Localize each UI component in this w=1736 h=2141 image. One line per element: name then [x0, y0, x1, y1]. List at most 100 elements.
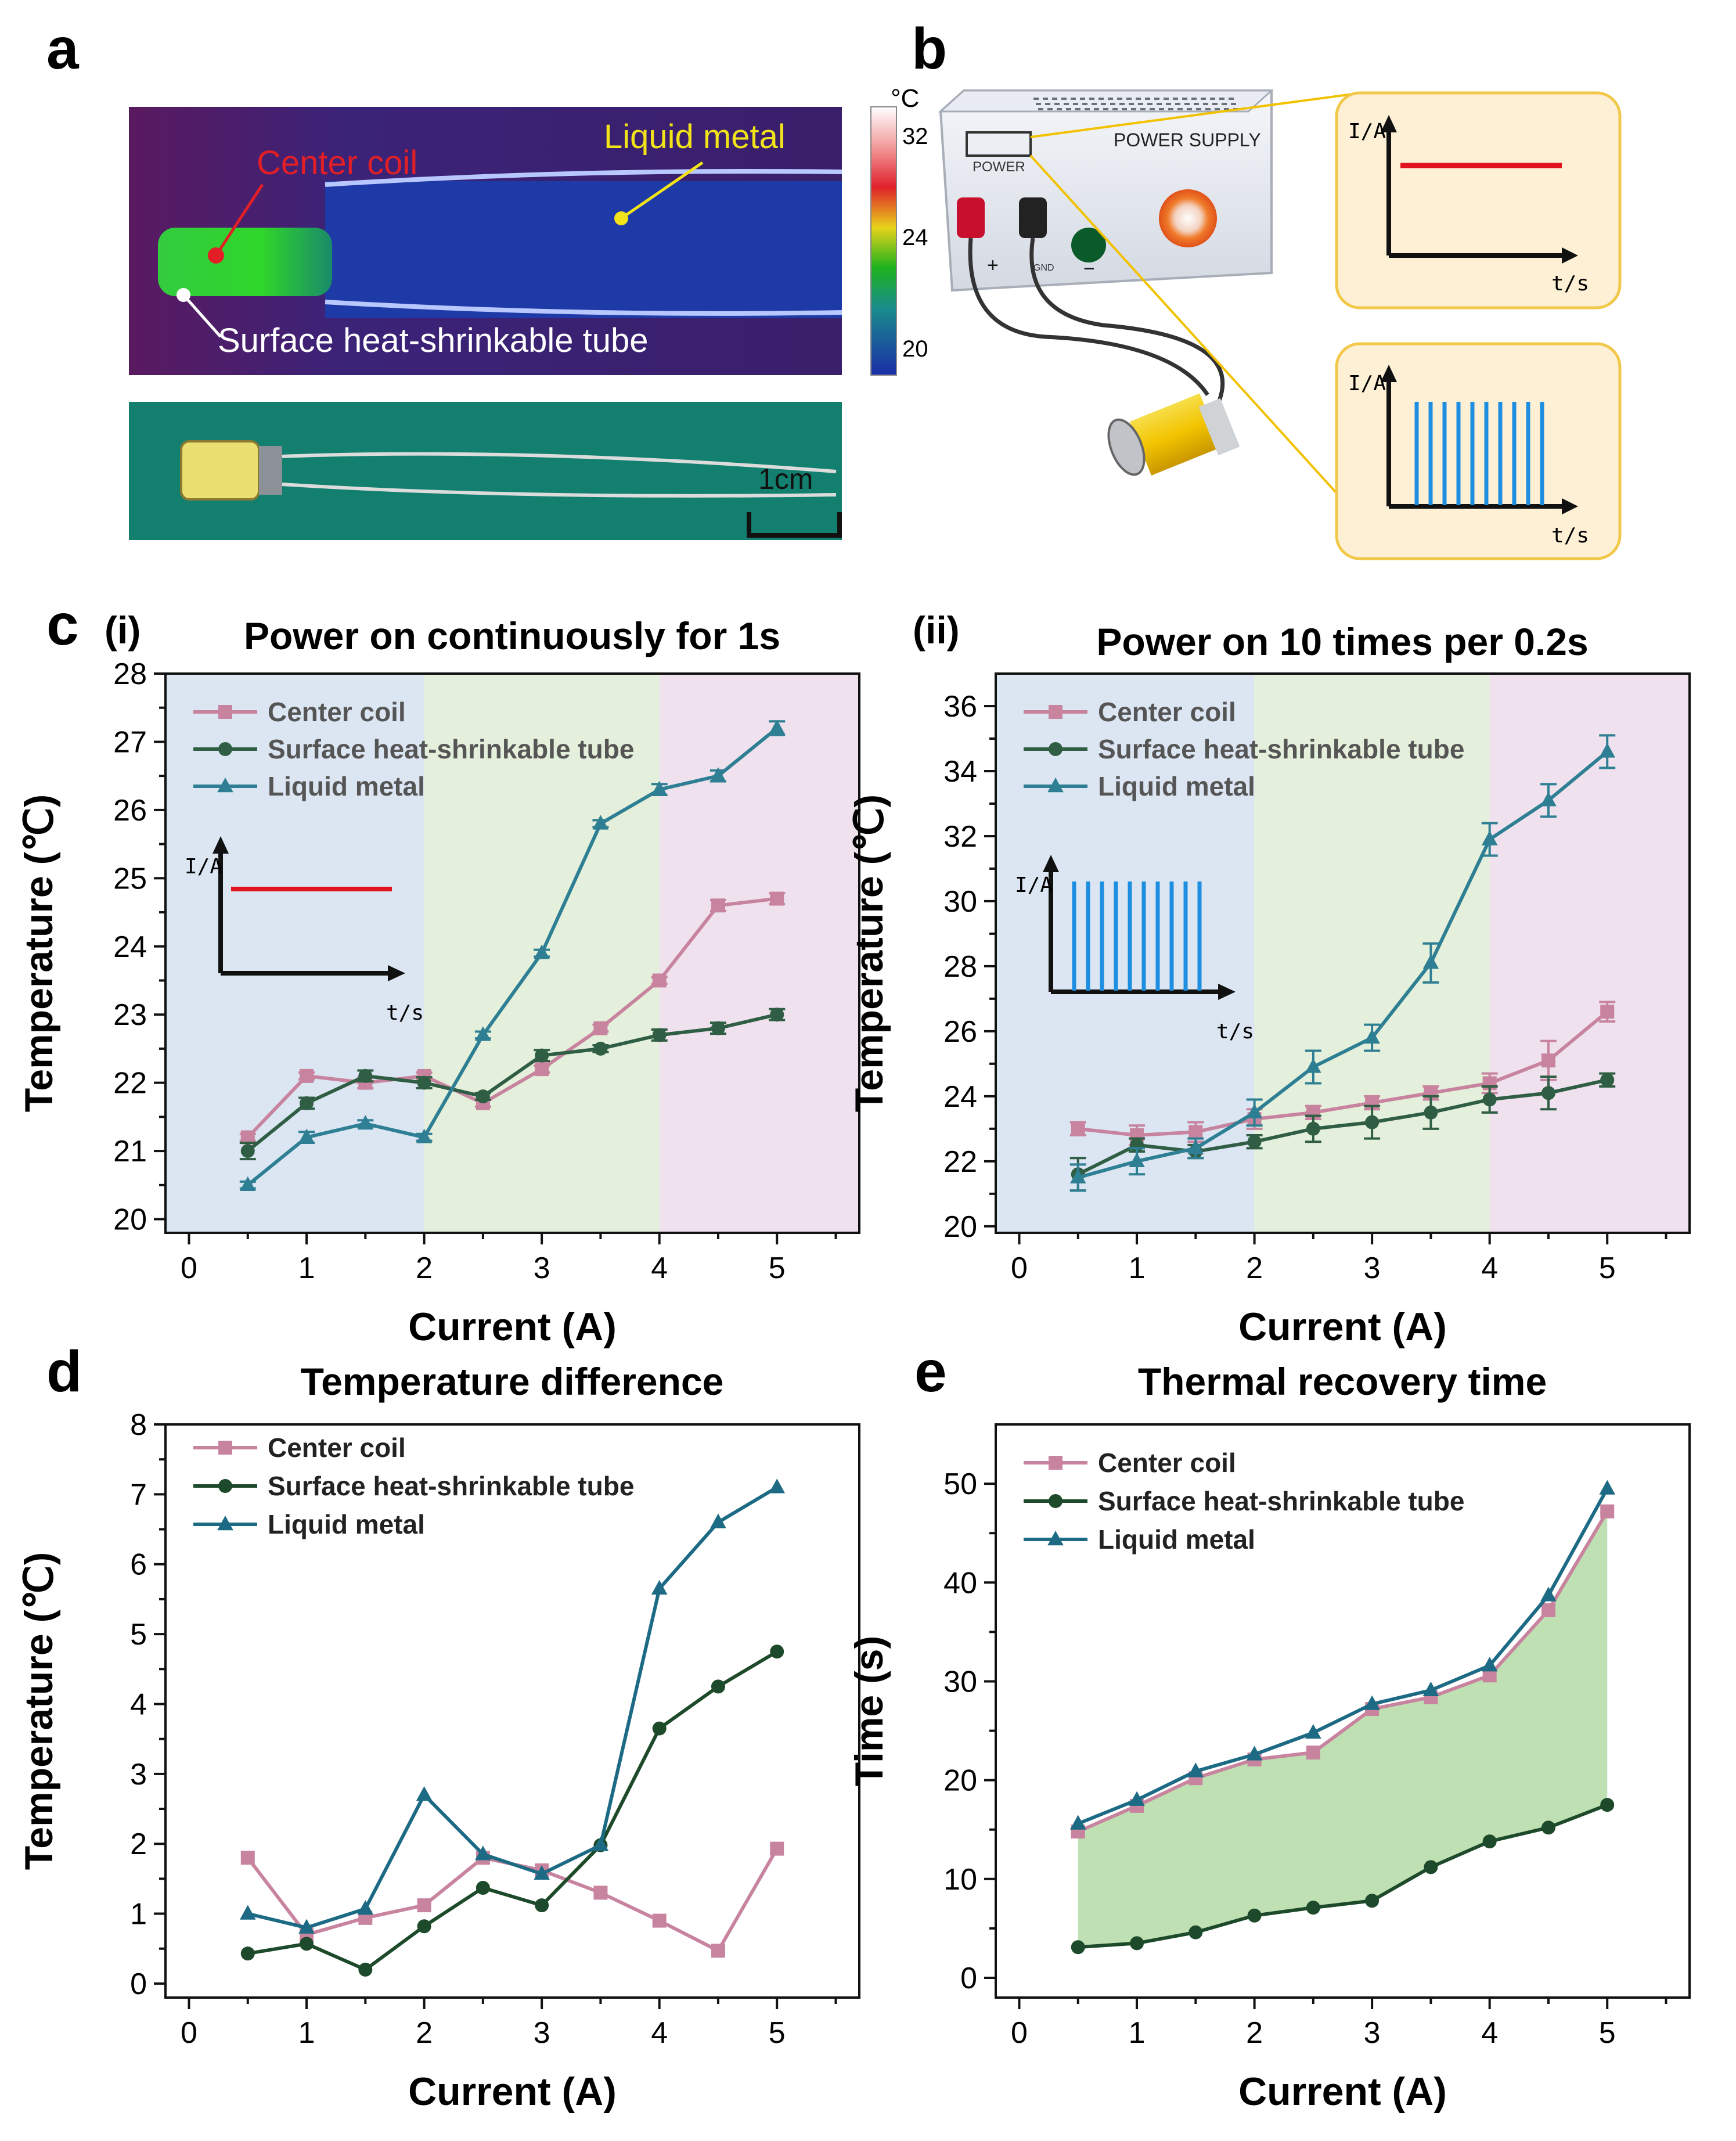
plot-frame [995, 1423, 1691, 1999]
coil-end-cap [259, 446, 282, 495]
plot-frame [164, 672, 860, 1234]
data-point [240, 1144, 255, 1158]
vent-slot [1145, 98, 1150, 100]
vent-slot [1089, 98, 1094, 100]
y-tick-label: 22 [943, 1145, 977, 1179]
inset-y-arrow [213, 836, 229, 854]
legend-label: Center coil [268, 1433, 406, 1463]
data-point [535, 1048, 549, 1063]
vent-slot [1080, 98, 1085, 100]
data-point [1365, 1894, 1380, 1908]
legend-label: Center coil [1098, 697, 1236, 727]
data-point [1129, 1791, 1145, 1806]
data-point [1306, 1121, 1320, 1136]
vent-slot [1164, 98, 1169, 100]
x-tick-label: 2 [1246, 1251, 1263, 1285]
data-point [1247, 1908, 1262, 1923]
data-point [358, 1068, 373, 1083]
x-tick-label: 5 [769, 1251, 786, 1285]
data-point [1049, 1456, 1063, 1470]
data-point [1246, 1103, 1263, 1119]
data-point [300, 1937, 314, 1951]
vent-slot [1150, 108, 1155, 110]
callout-line-1 [1030, 92, 1362, 138]
y-tick-label: 30 [943, 1665, 977, 1699]
vent-slot [1140, 108, 1146, 110]
x-tick-label: 3 [534, 1251, 550, 1285]
data-point [593, 1021, 608, 1035]
data-point [1305, 1723, 1321, 1739]
shaded-band [659, 674, 859, 1233]
chart-tag: e [914, 1339, 947, 1404]
vent-slot [1064, 103, 1069, 105]
x-tick-label: 4 [1481, 1251, 1498, 1285]
vent-slot [1110, 103, 1115, 105]
data-point [218, 742, 232, 756]
data-point [710, 1513, 726, 1528]
series-line [1078, 1803, 1608, 1949]
chart-tag: (ii) [913, 609, 960, 652]
data-point [240, 1851, 255, 1865]
legend: Center coil Surface heat-shrinkable tube L… [1024, 1448, 1464, 1555]
y-tick-label: 24 [943, 1080, 977, 1114]
data-point [1424, 1860, 1438, 1874]
data-point [1047, 1531, 1064, 1546]
inset-y-arrow [1043, 855, 1059, 872]
y-tick-label: 40 [943, 1566, 977, 1600]
x-tick-label: 0 [1011, 1251, 1028, 1285]
shaded-band [1489, 674, 1690, 1233]
callout-line-2 [1029, 154, 1354, 512]
data-point [1481, 1657, 1498, 1672]
vent-slot [1052, 98, 1057, 100]
data-point [1600, 1504, 1615, 1519]
vent-slot [1071, 98, 1076, 100]
data-point [476, 1881, 490, 1895]
x-tick-label: 5 [1599, 2016, 1616, 2050]
yellow-coil [180, 440, 260, 501]
y-tick-label: 28 [113, 657, 147, 691]
x-axis-label: Current (A) [1238, 1305, 1447, 1349]
y-axis-label: Temperature (℃) [17, 794, 61, 1112]
vent-slot [1094, 108, 1099, 110]
colorbar-tick-high: 32 [902, 124, 928, 149]
legend-label: Surface heat-shrinkable tube [1098, 734, 1464, 764]
y-tick-label: 26 [113, 794, 147, 827]
data-point [1049, 1494, 1063, 1508]
shaded-area [1078, 1511, 1608, 1948]
y-tick-label: 24 [113, 930, 147, 964]
data-point [769, 719, 786, 735]
data-point [475, 1026, 491, 1041]
x-tick-label: 0 [181, 1251, 197, 1285]
vent-slot [1231, 103, 1236, 105]
colorbar-tick-mid: 24 [902, 225, 928, 250]
inset-continuous: I/A t/s [1335, 91, 1622, 310]
legend-label: Liquid metal [1098, 771, 1255, 801]
legend: Center coil Surface heat-shrinkable tube L… [1024, 697, 1464, 801]
supply-title: POWER SUPPLY [1114, 129, 1261, 150]
x-axis-label: Current (A) [408, 2070, 617, 2114]
chart-title: Temperature difference [301, 1360, 724, 1403]
y-tick-label: 25 [113, 862, 147, 895]
data-point [1540, 791, 1557, 807]
vent-slot [1092, 103, 1097, 105]
series-line [246, 897, 777, 1139]
device-photo: 1cm [129, 402, 842, 540]
data-point [593, 1041, 608, 1056]
data-point [298, 1919, 315, 1934]
data-point [534, 944, 550, 959]
inset-x-arrow [388, 965, 405, 981]
power-label: POWER [973, 159, 1025, 175]
y-axis-label: Temperature (℃) [847, 794, 891, 1112]
data-point [357, 1900, 374, 1915]
center-coil-label: Center coil [257, 144, 417, 182]
series-line [247, 1650, 778, 1972]
data-point [1600, 1798, 1615, 1812]
legend: Center coil Surface heat-shrinkable tube L… [193, 697, 634, 801]
liquid-metal-label: Liquid metal [604, 118, 786, 156]
data-point [1188, 1925, 1203, 1940]
y-tick-label: 28 [943, 950, 977, 984]
vent-slot [1082, 103, 1087, 105]
data-point [1364, 1029, 1380, 1044]
data-point [652, 1913, 667, 1928]
